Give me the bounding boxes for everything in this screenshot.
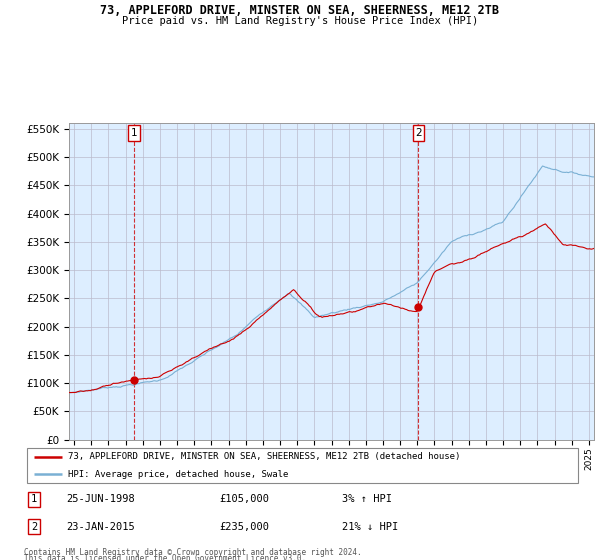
- Text: 2: 2: [415, 128, 422, 138]
- Text: 3% ↑ HPI: 3% ↑ HPI: [342, 494, 392, 504]
- Text: £235,000: £235,000: [220, 522, 269, 532]
- Text: This data is licensed under the Open Government Licence v3.0.: This data is licensed under the Open Gov…: [24, 554, 306, 560]
- Text: 73, APPLEFORD DRIVE, MINSTER ON SEA, SHEERNESS, ME12 2TB: 73, APPLEFORD DRIVE, MINSTER ON SEA, SHE…: [101, 4, 499, 17]
- Text: 21% ↓ HPI: 21% ↓ HPI: [342, 522, 398, 532]
- Text: Contains HM Land Registry data © Crown copyright and database right 2024.: Contains HM Land Registry data © Crown c…: [24, 548, 362, 557]
- Text: 25-JUN-1998: 25-JUN-1998: [66, 494, 134, 504]
- Text: £105,000: £105,000: [220, 494, 269, 504]
- Text: 1: 1: [31, 494, 37, 504]
- Text: 23-JAN-2015: 23-JAN-2015: [66, 522, 134, 532]
- Text: 2: 2: [31, 522, 37, 532]
- Text: Price paid vs. HM Land Registry's House Price Index (HPI): Price paid vs. HM Land Registry's House …: [122, 16, 478, 26]
- Text: HPI: Average price, detached house, Swale: HPI: Average price, detached house, Swal…: [68, 470, 288, 479]
- Text: 1: 1: [131, 128, 137, 138]
- Text: 73, APPLEFORD DRIVE, MINSTER ON SEA, SHEERNESS, ME12 2TB (detached house): 73, APPLEFORD DRIVE, MINSTER ON SEA, SHE…: [68, 452, 460, 461]
